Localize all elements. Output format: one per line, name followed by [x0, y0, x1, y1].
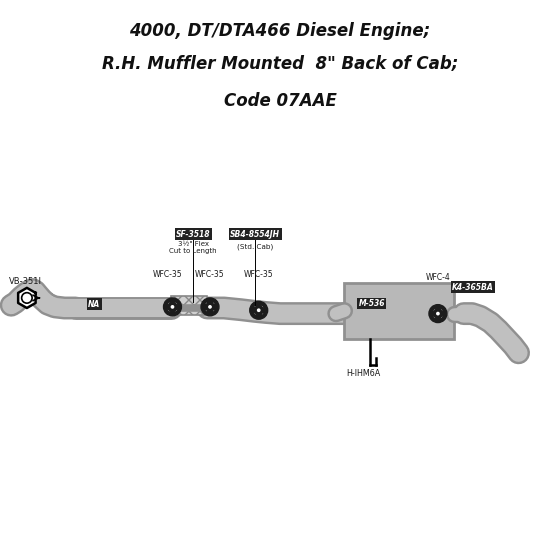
Circle shape: [209, 306, 211, 308]
Circle shape: [437, 312, 439, 315]
Text: WFC-35: WFC-35: [195, 270, 224, 279]
Circle shape: [204, 304, 210, 310]
Circle shape: [438, 311, 444, 316]
Circle shape: [258, 309, 260, 311]
Circle shape: [201, 298, 219, 316]
Circle shape: [250, 301, 268, 319]
Bar: [344, 283, 454, 339]
Circle shape: [207, 301, 213, 307]
Circle shape: [166, 304, 172, 310]
Text: NA: NA: [88, 300, 100, 309]
Circle shape: [433, 309, 442, 318]
Circle shape: [168, 302, 177, 311]
Text: (Std. Cab): (Std. Cab): [237, 244, 273, 250]
Circle shape: [170, 301, 175, 307]
Text: WFC-4: WFC-4: [426, 273, 450, 282]
Text: K4-365BA: K4-365BA: [452, 283, 494, 292]
Circle shape: [164, 298, 181, 316]
Circle shape: [170, 307, 175, 313]
Circle shape: [171, 306, 174, 308]
Text: SB4-8554JH: SB4-8554JH: [230, 230, 281, 239]
Text: M-536: M-536: [358, 299, 385, 308]
Text: H-IHM6A: H-IHM6A: [346, 369, 380, 378]
Circle shape: [207, 307, 213, 313]
Circle shape: [435, 307, 441, 314]
Text: Code 07AAE: Code 07AAE: [223, 92, 337, 110]
Text: VB-351I: VB-351I: [9, 277, 41, 286]
Circle shape: [256, 310, 262, 316]
Circle shape: [259, 307, 265, 313]
Circle shape: [210, 304, 216, 310]
Text: 3½" Flex
Cut to Length: 3½" Flex Cut to Length: [169, 241, 217, 254]
Text: SF-3518: SF-3518: [176, 230, 211, 239]
Bar: [171, 296, 207, 315]
Text: WFC-35: WFC-35: [244, 270, 273, 279]
Circle shape: [22, 293, 32, 303]
Circle shape: [172, 304, 179, 310]
Circle shape: [429, 305, 447, 323]
Circle shape: [206, 302, 214, 311]
Polygon shape: [18, 288, 36, 308]
Text: WFC-35: WFC-35: [153, 270, 183, 279]
Circle shape: [435, 314, 441, 320]
Circle shape: [253, 307, 259, 313]
Circle shape: [254, 306, 263, 315]
Circle shape: [256, 304, 262, 310]
Text: 4000, DT/DTA466 Diesel Engine;: 4000, DT/DTA466 Diesel Engine;: [129, 22, 431, 40]
Text: R.H. Muffler Mounted  8" Back of Cab;: R.H. Muffler Mounted 8" Back of Cab;: [102, 55, 458, 73]
Circle shape: [432, 311, 438, 316]
